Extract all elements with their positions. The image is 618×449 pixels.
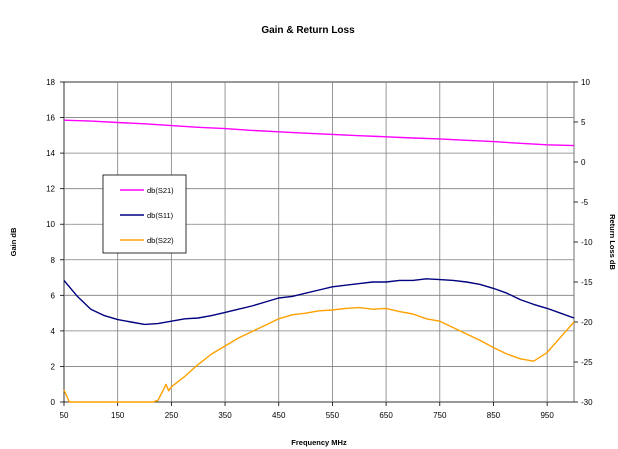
legend-label-db-s11: db(S11) bbox=[147, 211, 174, 220]
x-axis-title: Frequency MHz bbox=[291, 438, 347, 447]
y-axis-title: Gain dB bbox=[9, 227, 18, 256]
y2-tick-label: 5 bbox=[581, 118, 586, 127]
y-tick-label: 14 bbox=[46, 149, 55, 158]
y2-tick-label: -30 bbox=[581, 398, 593, 407]
y-tick-label: 2 bbox=[51, 362, 56, 371]
y2-tick-label: -25 bbox=[581, 358, 593, 367]
y2-tick-label: 0 bbox=[581, 158, 586, 167]
x-tick-label: 50 bbox=[60, 411, 69, 420]
y-tick-label: 18 bbox=[46, 78, 55, 87]
series-line-db-s21 bbox=[63, 119, 575, 147]
y-tick-label: 6 bbox=[51, 291, 56, 300]
x-tick-label: 450 bbox=[272, 411, 286, 420]
y2-tick-label: 10 bbox=[581, 78, 590, 87]
x-tick-label: 150 bbox=[111, 411, 125, 420]
x-tick-label: 950 bbox=[540, 411, 554, 420]
series-line-db-s22 bbox=[63, 306, 575, 403]
legend-label-db-s21: db(S21) bbox=[147, 186, 174, 195]
y-tick-label: 8 bbox=[51, 256, 56, 265]
x-axis-ticks: 50 150 250 350 450 550 650 750 850 950 bbox=[60, 402, 554, 420]
x-tick-label: 650 bbox=[379, 411, 393, 420]
y-tick-label: 0 bbox=[51, 398, 56, 407]
y2-tick-label: -20 bbox=[581, 318, 593, 327]
x-tick-label: 550 bbox=[326, 411, 340, 420]
x-tick-label: 750 bbox=[433, 411, 447, 420]
y-tick-label: 16 bbox=[46, 114, 55, 123]
legend: db(S21) db(S11) db(S22) bbox=[102, 174, 187, 254]
series-line-db-s11 bbox=[63, 278, 575, 326]
y2-axis-ticks: -30 -25 -20 -15 -10 -5 0 5 10 bbox=[574, 78, 593, 407]
x-tick-label: 350 bbox=[218, 411, 232, 420]
y2-tick-label: -15 bbox=[581, 278, 593, 287]
x-tick-label: 250 bbox=[165, 411, 179, 420]
legend-box bbox=[102, 174, 187, 254]
chart-title: Gain & Return Loss bbox=[261, 25, 355, 36]
y-tick-label: 10 bbox=[46, 220, 55, 229]
y2-tick-label: -5 bbox=[581, 198, 589, 207]
y2-axis-title: Return Loss dB bbox=[608, 214, 617, 270]
series-layer bbox=[63, 119, 575, 403]
x-tick-label: 850 bbox=[487, 411, 501, 420]
legend-label-db-s22: db(S22) bbox=[147, 236, 174, 245]
y-tick-label: 4 bbox=[51, 327, 56, 336]
y2-tick-label: -10 bbox=[581, 238, 593, 247]
y-tick-label: 12 bbox=[46, 185, 55, 194]
y-axis-ticks: 0 2 4 6 8 10 12 14 16 18 bbox=[46, 78, 64, 407]
